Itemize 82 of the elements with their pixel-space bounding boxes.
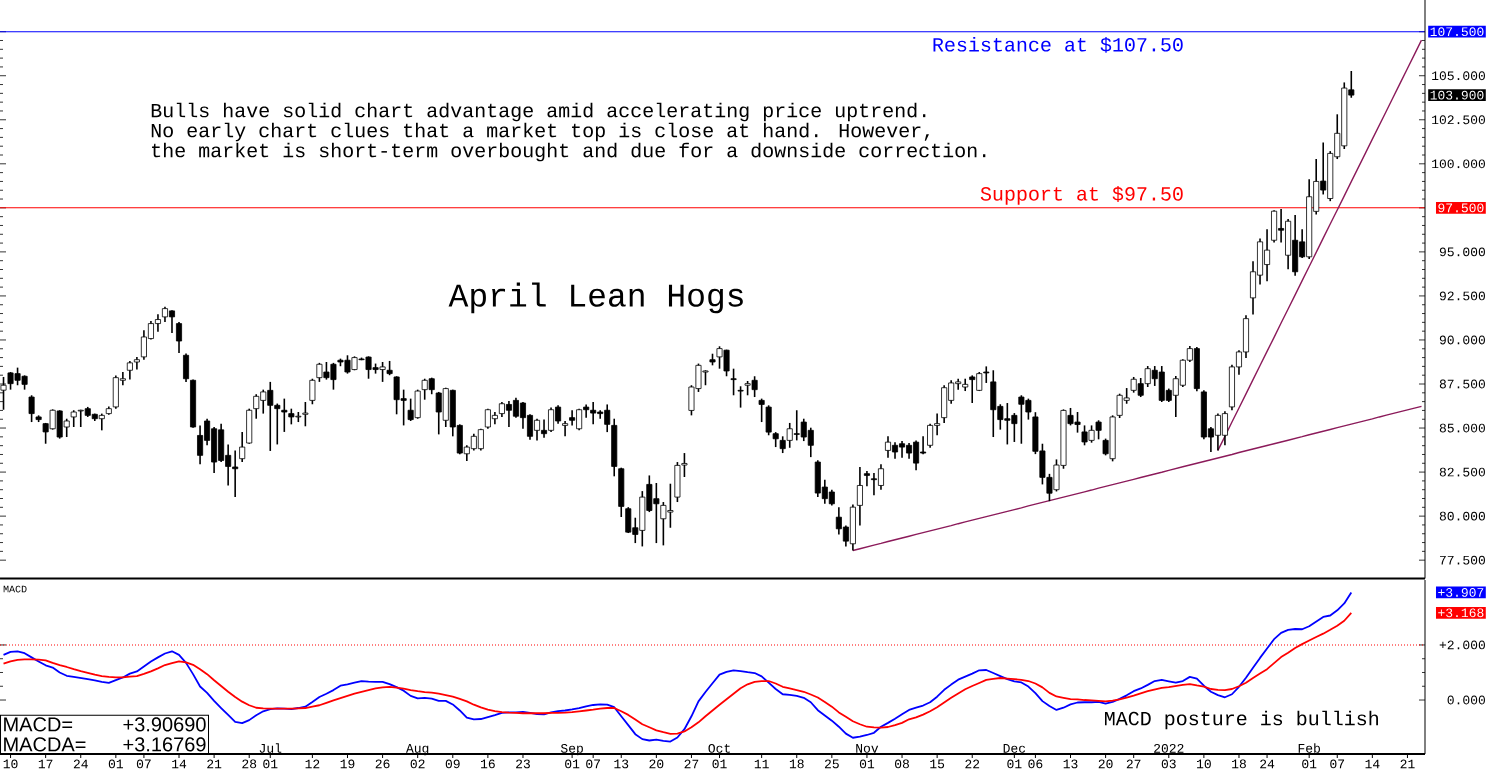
text: 103.900 — [1430, 90, 1484, 100]
x-tick-label: 19 — [340, 759, 355, 769]
y-tick-label: 105.000 — [1432, 71, 1485, 81]
x-tick-label: 08 — [895, 759, 909, 769]
x-tick-label: 14 — [172, 759, 187, 769]
candlestick — [239, 431, 246, 463]
y-tick-label: 90.000 — [1439, 335, 1485, 345]
y-tick-label: 97.500 — [1438, 203, 1484, 213]
y-tick-label: 85.000 — [1439, 423, 1485, 433]
x-tick-label: 25 — [824, 759, 839, 769]
x-tick-label: Jul 01 — [259, 743, 282, 769]
x-tick-label: 2022 03 — [1154, 743, 1184, 769]
x-tick-label: 18 — [1232, 759, 1246, 769]
x-tick-label: 15 — [930, 759, 945, 769]
x-tick-label: 10 — [1197, 759, 1211, 769]
y-tick-label: 77.500 — [1439, 555, 1485, 565]
text: +3.907 — [1438, 588, 1484, 597]
candlestick — [562, 420, 569, 438]
y-tick-label: 0.000 — [1447, 695, 1485, 705]
y-tick-label: 95.000 — [1439, 247, 1485, 257]
chart-title: MACD — [3, 585, 27, 593]
x-tick-label: 28 — [242, 759, 257, 769]
y-tick-label: 92.500 — [1439, 291, 1485, 301]
annotation: Bulls have solid chart advantage amid accelerating price uptrend. — [151, 102, 926, 122]
x-tick-label: Dec 01 — [1003, 744, 1026, 769]
x-tick-label: 09 — [445, 759, 460, 769]
annotation: No early chart clues that a market top is close at hand. However, — [151, 122, 929, 142]
x-tick-label: 24 — [73, 759, 88, 769]
candlestick — [176, 321, 183, 354]
x-tick-label: 13 — [614, 759, 629, 769]
x-tick-label: 07 — [586, 759, 600, 769]
y-tick-label: 100.000 — [1432, 159, 1485, 169]
candlestick — [28, 394, 35, 423]
y-tick-label: 107.500 — [1430, 27, 1484, 37]
x-tick-label: 11 — [754, 759, 769, 769]
candlestick — [863, 470, 870, 488]
y-tick-label: 82.500 — [1439, 467, 1485, 477]
ref-line-label: Resistance at $107.50 — [933, 36, 1183, 53]
x-tick-label: 16 — [481, 759, 495, 769]
x-tick-label: 17 — [38, 759, 53, 769]
annotation: MACD posture is bullish — [1105, 710, 1378, 730]
x-tick-label: 12 — [305, 759, 320, 769]
candlestick — [183, 352, 190, 383]
candlestick — [758, 397, 765, 423]
x-tick-label: 27 — [1126, 759, 1141, 769]
candlestick — [730, 367, 737, 397]
text: April Lean Hogs — [448, 282, 743, 314]
x-tick-label: 07 — [136, 759, 151, 769]
x-tick-label: 01 — [108, 759, 123, 769]
x-tick-label: 20 — [1098, 759, 1113, 769]
x-tick-label: 24 — [1260, 759, 1275, 769]
x-tick-label: Sep 01 — [560, 743, 583, 769]
x-tick-label: 21 — [1400, 759, 1415, 769]
ref-line-label: Support at $97.50 — [980, 186, 1183, 205]
x-tick-label: 21 — [207, 759, 222, 769]
x-tick-label: 10 — [3, 759, 18, 769]
x-tick-label: 26 — [375, 759, 390, 769]
x-tick-label: 20 — [649, 759, 664, 769]
y-tick-label: 87.500 — [1439, 379, 1485, 389]
annotation: MACDA= +3.16769 — [4, 737, 206, 752]
text: +3.168 — [1438, 608, 1484, 618]
candlestick — [302, 401, 309, 428]
candlestick — [856, 466, 863, 527]
x-tick-label: 27 — [684, 759, 699, 769]
annotation: the market is short-term overbought and due for a downside correction. — [152, 142, 986, 162]
x-tick-label: 13 — [1063, 759, 1078, 769]
candlestick — [737, 385, 744, 409]
x-tick-label: Feb 01 — [1298, 743, 1320, 769]
x-tick-label: Nov 01 — [856, 744, 879, 769]
x-tick-label: Oct 01 — [708, 743, 730, 769]
x-tick-label: 18 — [789, 759, 804, 769]
x-tick-label: 06 — [1028, 759, 1043, 769]
x-tick-label: 07 — [1330, 759, 1345, 769]
x-tick-label: 22 — [965, 759, 980, 769]
x-tick-label: 23 — [516, 759, 530, 769]
candlestick — [281, 397, 288, 433]
y-tick-label: 102.500 — [1432, 115, 1485, 125]
y-tick-label: +2.000 — [1439, 640, 1485, 650]
annotation: MACD= +3.90690 — [4, 717, 206, 732]
x-tick-label: 14 — [1365, 759, 1380, 769]
candlestick — [309, 377, 316, 406]
y-tick-label: 80.000 — [1439, 511, 1485, 521]
